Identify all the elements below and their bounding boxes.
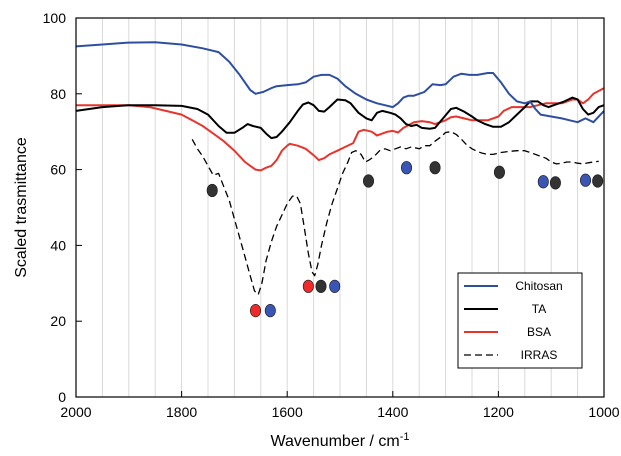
- legend-label-irras: IRRAS: [521, 348, 558, 362]
- y-tick-label-40: 40: [50, 237, 66, 253]
- x-tick-label-1000: 1000: [588, 404, 619, 420]
- y-tick-label-0: 0: [58, 389, 66, 405]
- band-marker-12: [549, 176, 561, 190]
- gridlines: [101, 18, 579, 397]
- series-line-bsa: [76, 87, 605, 172]
- x-tick-label-2000: 2000: [60, 404, 91, 420]
- series-line-chitosan: [75, 41, 605, 124]
- band-marker-2: [250, 303, 262, 318]
- legend-label-ta: TA: [532, 302, 546, 316]
- y-tick-label-60: 60: [50, 162, 66, 178]
- x-tick-label-1600: 1600: [272, 404, 303, 420]
- band-marker-8: [401, 161, 413, 175]
- band-marker-5: [315, 279, 327, 293]
- series-line-irras: [191, 131, 599, 296]
- band-marker-14: [592, 174, 604, 188]
- legend: Chitosan TA BSA IRRAS: [457, 272, 583, 369]
- x-tick-label-1400: 1400: [377, 404, 408, 420]
- legend-label-bsa: BSA: [527, 325, 551, 339]
- y-tick-label-20: 20: [50, 313, 66, 329]
- band-marker-13: [580, 173, 592, 187]
- band-marker-7: [363, 174, 375, 188]
- marker-layer: [206, 161, 604, 318]
- legend-entries: Chitosan TA BSA IRRAS: [464, 279, 563, 362]
- band-marker-4: [302, 279, 314, 293]
- band-marker-11: [537, 175, 549, 189]
- plot-area-frame: [75, 17, 605, 398]
- x-axis-title: Wavenumber / cm-1: [271, 431, 410, 450]
- x-tick-label-1800: 1800: [166, 404, 197, 420]
- x-axis-title-superscript: -1: [400, 431, 410, 443]
- band-marker-6: [329, 279, 341, 293]
- y-tick-label-100: 100: [43, 10, 67, 26]
- x-axis-title-main: Wavenumber / cm: [271, 433, 400, 450]
- band-marker-10: [493, 165, 505, 179]
- ticks: 2000 1800 1600 1400 1200 1000 0 20 40 60 80 100: [43, 10, 620, 420]
- series-layer: [75, 41, 605, 296]
- x-tick-label-1200: 1200: [483, 404, 514, 420]
- legend-box: [457, 272, 583, 369]
- legend-label-chitosan: Chitosan: [515, 279, 562, 293]
- series-line-ta: [75, 96, 605, 140]
- band-marker-9: [429, 161, 441, 175]
- band-marker-1: [206, 183, 218, 198]
- y-tick-label-80: 80: [50, 86, 66, 102]
- y-axis-title: Scaled trasmittance: [13, 137, 30, 278]
- band-marker-3: [264, 303, 276, 318]
